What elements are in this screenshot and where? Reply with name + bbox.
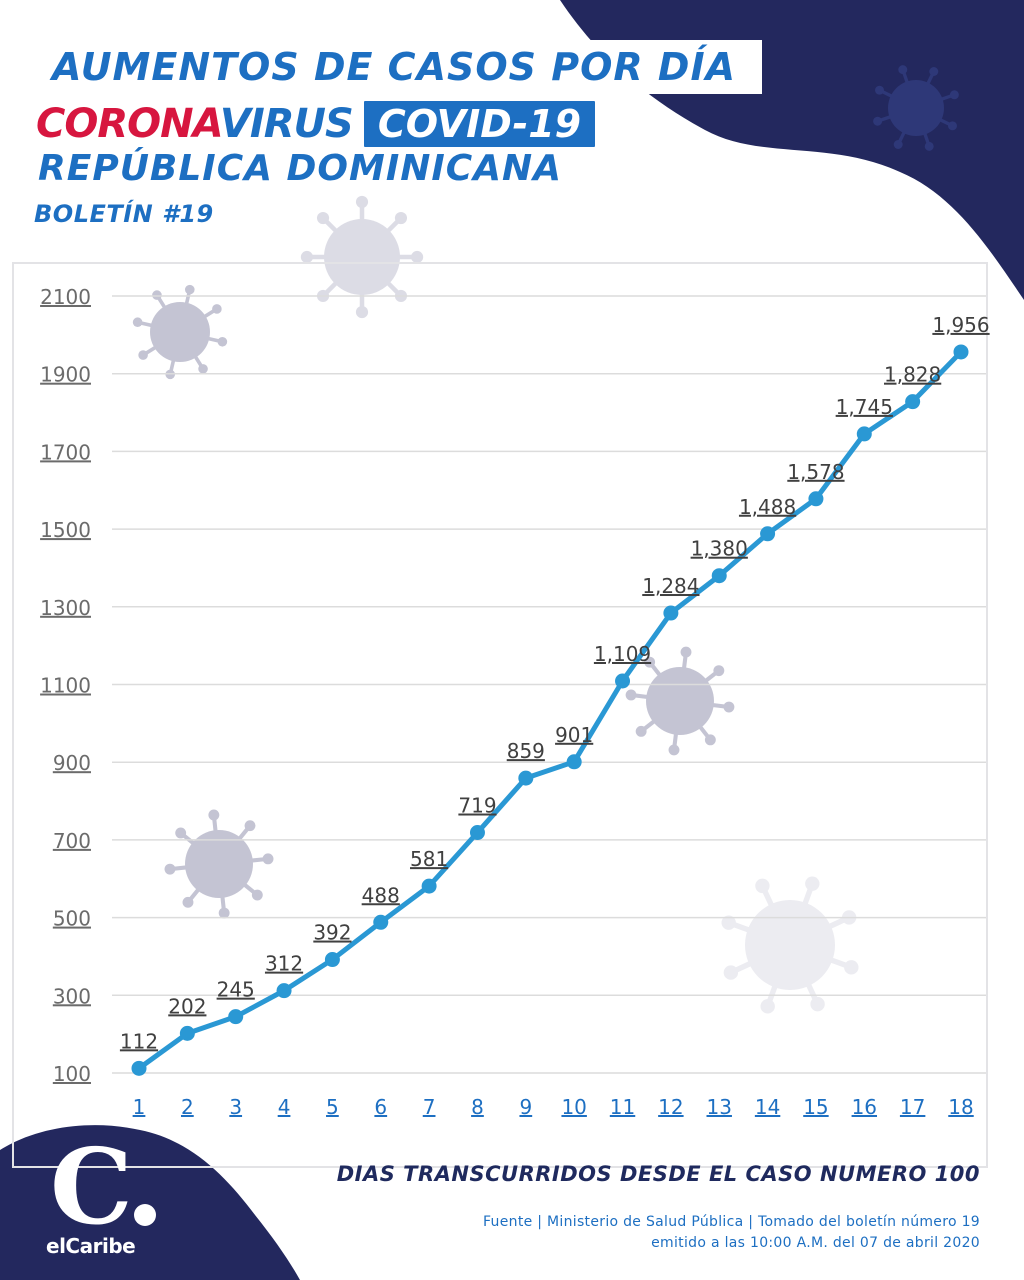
data-point: [228, 1009, 244, 1025]
data-label: 392: [313, 921, 351, 945]
x-tick-label: 9: [519, 1095, 532, 1119]
virus-icon: [873, 65, 959, 151]
data-label: 245: [217, 978, 255, 1002]
data-label: 719: [458, 794, 496, 818]
data-point: [905, 394, 921, 410]
source-line-2: emitido a las 10:00 A.M. del 07 de abril…: [651, 1235, 980, 1251]
data-points: [131, 344, 969, 1076]
y-tick-label: 1500: [40, 518, 91, 542]
data-point: [711, 568, 727, 584]
x-tick-label: 15: [803, 1095, 828, 1119]
data-point: [373, 914, 389, 930]
x-axis-title: DIAS TRANSCURRIDOS DESDE EL CASO NUMERO …: [336, 1162, 980, 1186]
data-label: 901: [555, 723, 593, 747]
y-tick-label: 1700: [40, 440, 91, 464]
data-point: [953, 344, 969, 360]
x-axis-ticks: 1 2 3 4 5 6 7 8 9 10 11 12 13 14 15 16 17 18: [133, 1095, 974, 1119]
data-point: [566, 754, 582, 770]
data-label: 1,745: [836, 395, 893, 419]
data-point: [131, 1060, 147, 1076]
data-point: [760, 526, 776, 542]
y-tick-label: 300: [53, 984, 91, 1008]
elcaribe-logo: C elCaribe: [44, 1132, 174, 1260]
y-tick-label: 100: [53, 1062, 91, 1086]
y-axis-ticks: 100 300 500 700 900 1100 1300 1500 1700 1900 2100: [40, 285, 91, 1086]
gridlines: [112, 295, 986, 1074]
virus-icon: [721, 876, 859, 1014]
x-tick-label: 8: [471, 1095, 484, 1119]
x-tick-label: 7: [423, 1095, 436, 1119]
x-tick-label: 1: [133, 1095, 146, 1119]
virus-icon: [164, 809, 274, 919]
logo-dot: [134, 1204, 156, 1226]
x-tick-label: 2: [181, 1095, 194, 1119]
data-point: [179, 1025, 195, 1041]
x-tick-label: 14: [755, 1095, 780, 1119]
logo-letter: C: [50, 1125, 133, 1248]
data-point: [856, 426, 872, 442]
x-tick-label: 4: [278, 1095, 291, 1119]
data-label: 312: [265, 952, 303, 976]
data-point: [615, 673, 631, 689]
data-label: 1,488: [739, 495, 796, 519]
data-point: [324, 952, 340, 968]
covid-badge: COVID-19: [360, 98, 599, 150]
title-line-1: AUMENTOS DE CASOS POR DÍA: [40, 40, 762, 94]
logo-text: elCaribe: [46, 1234, 136, 1258]
data-label: 859: [507, 739, 545, 763]
x-tick-label: 10: [561, 1095, 586, 1119]
data-label: 1,828: [884, 363, 941, 387]
data-label: 1,578: [787, 460, 844, 484]
y-tick-label: 1900: [40, 363, 91, 387]
data-label: 1,109: [594, 642, 651, 666]
y-tick-label: 500: [53, 907, 91, 931]
x-tick-label: 13: [707, 1095, 732, 1119]
y-tick-label: 2100: [40, 285, 91, 309]
data-label: 112: [120, 1029, 158, 1053]
bulletin-number: BOLETÍN #19: [34, 200, 214, 228]
title-corona: CORONA: [36, 101, 221, 147]
title-country: REPÚBLICA DOMINICANA: [38, 148, 563, 189]
data-label: 1,380: [691, 537, 748, 561]
data-label: 1,284: [642, 574, 699, 598]
data-label: 202: [168, 994, 206, 1018]
virus-icon: [132, 284, 228, 380]
title-line-2: CORONAVIRUS COVID-19: [36, 98, 599, 150]
bottom-left-navy-wave: [0, 1125, 300, 1280]
x-tick-label: 5: [326, 1095, 339, 1119]
title-virus: VIRUS: [219, 101, 354, 147]
x-tick-label: 6: [374, 1095, 387, 1119]
series-line: [136, 349, 964, 1071]
data-labels: 112 202 245 312 392 488 581 719 859 901 1,109 1,284…: [120, 313, 990, 1053]
y-tick-label: 700: [53, 829, 91, 853]
x-tick-label: 17: [900, 1095, 925, 1119]
y-tick-label: 900: [53, 751, 91, 775]
chart-panel: [12, 262, 988, 1168]
data-point: [421, 878, 437, 894]
x-tick-label: 16: [852, 1095, 877, 1119]
x-tick-label: 11: [610, 1095, 635, 1119]
y-tick-label: 1300: [40, 596, 91, 620]
data-label: 581: [410, 847, 448, 871]
x-tick-label: 12: [658, 1095, 683, 1119]
data-point: [518, 770, 534, 786]
data-point: [276, 983, 292, 999]
data-point: [663, 605, 679, 621]
data-label: 488: [362, 883, 400, 907]
x-tick-label: 18: [948, 1095, 973, 1119]
data-point: [808, 491, 824, 507]
data-label: 1,956: [932, 313, 989, 337]
x-tick-label: 3: [229, 1095, 242, 1119]
source-line-1: Fuente | Ministerio de Salud Pública | T…: [482, 1214, 980, 1230]
data-point: [469, 825, 485, 841]
virus-decorations: [132, 65, 959, 1014]
y-tick-label: 1100: [40, 674, 91, 698]
